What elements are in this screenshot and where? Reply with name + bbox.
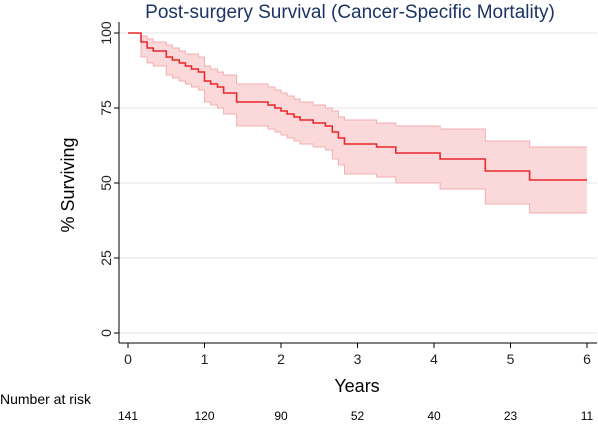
ci-band (128, 33, 587, 213)
risk-count: 120 (194, 409, 214, 421)
risk-table-title: Number at risk (0, 391, 92, 407)
risk-count: 40 (427, 409, 441, 421)
x-axis-ticks: 0 1 2 3 4 5 6 (124, 343, 591, 367)
ci-bound-line (128, 32, 587, 148)
survival-line (128, 32, 587, 181)
risk-table: 141 120 90 52 40 23 11 (118, 409, 594, 423)
y-tick-label: 50 (98, 175, 114, 191)
x-tick-label: 5 (507, 351, 515, 367)
x-tick-label: 2 (277, 351, 285, 367)
y-axis-ticks: 0 25 50 75 100 (98, 21, 119, 337)
ci-bound-line (128, 32, 587, 214)
x-tick-label: 3 (354, 351, 362, 367)
risk-count: 90 (274, 409, 288, 421)
x-axis-label: Years (334, 376, 379, 396)
x-tick-label: 6 (583, 351, 591, 367)
risk-count: 141 (118, 409, 138, 421)
confidence-band (128, 32, 587, 214)
y-tick-label: 100 (98, 21, 114, 45)
gridlines (119, 32, 597, 334)
x-tick-label: 1 (201, 351, 209, 367)
y-axis-label: % Surviving (58, 137, 78, 232)
x-tick-label: 4 (430, 351, 438, 367)
risk-count: 23 (504, 409, 518, 421)
x-tick-label: 0 (124, 351, 132, 367)
survival-step-line (128, 32, 587, 181)
y-tick-label: 25 (98, 250, 114, 266)
y-tick-label: 75 (98, 100, 114, 116)
y-tick-label: 0 (98, 329, 114, 337)
chart-title: Post-surgery Survival (Cancer-Specific M… (145, 2, 555, 23)
risk-count: 11 (581, 409, 594, 421)
risk-count: 52 (351, 409, 365, 421)
